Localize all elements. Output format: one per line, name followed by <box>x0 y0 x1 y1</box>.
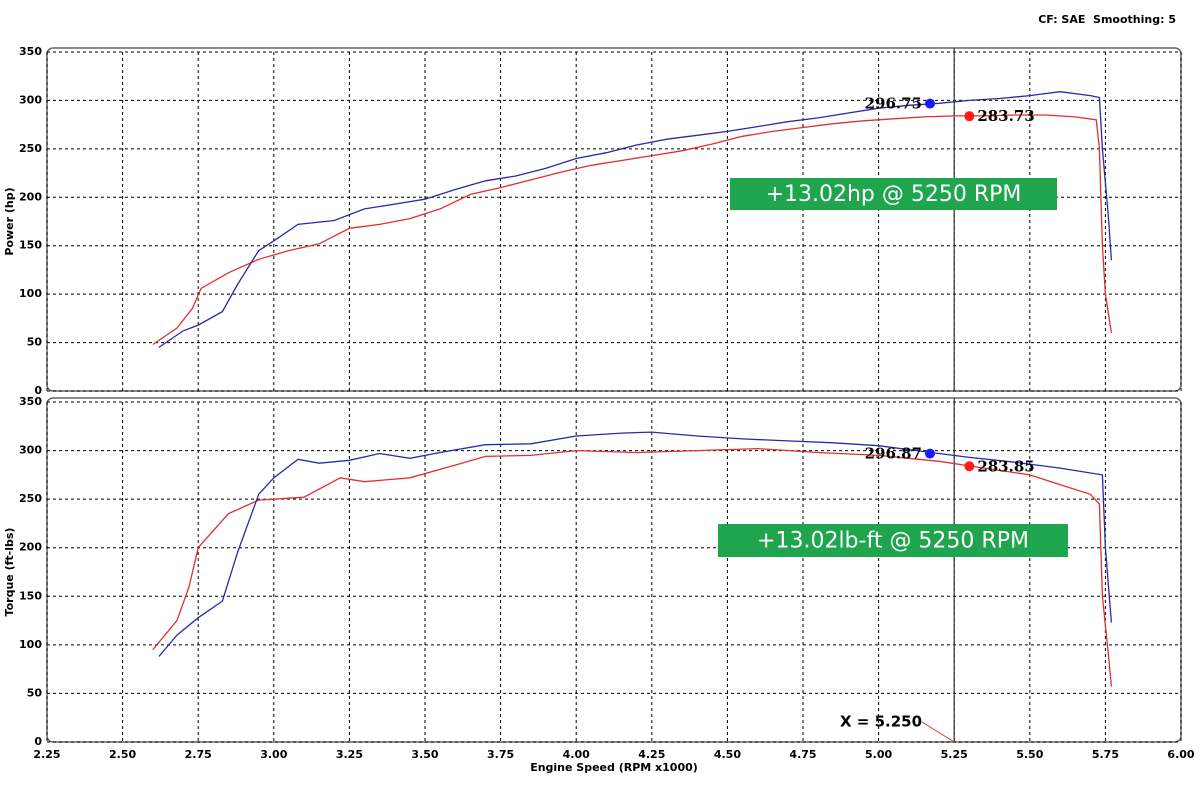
x-tick-label: 4.50 <box>714 748 741 761</box>
x-tick-label: 5.50 <box>1016 748 1043 761</box>
cursor-label: X = 5.250 <box>840 713 922 731</box>
x-tick-label: 4.00 <box>563 748 590 761</box>
y-tick-label: 250 <box>19 142 42 155</box>
power-curve <box>152 114 1113 346</box>
x-axis-title: Engine Speed (RPM x1000) <box>530 761 698 774</box>
x-tick-label: 3.50 <box>411 748 438 761</box>
marker-label: 283.73 <box>977 107 1034 125</box>
y-tick-label: 50 <box>27 336 43 349</box>
marker-label: 283.85 <box>977 457 1034 475</box>
annotation-box <box>730 178 1057 210</box>
power-curve <box>152 447 1113 687</box>
x-tick-label: 5.00 <box>865 748 892 761</box>
x-tick-label: 2.75 <box>185 748 212 761</box>
annotation: +13.02hp @ 5250 RPM <box>766 182 1022 207</box>
y-tick-label: 200 <box>19 190 42 203</box>
power-curve <box>158 431 1113 657</box>
x-tick-label: 2.25 <box>33 748 60 761</box>
y-tick-label: 350 <box>19 45 42 58</box>
y-tick-label: 350 <box>19 395 42 408</box>
marker <box>964 461 975 472</box>
y-tick-label: 100 <box>19 287 42 300</box>
cursor-pointer <box>921 721 955 743</box>
y-tick-label: 300 <box>19 444 42 457</box>
header: CF: SAE Smoothing: 5 <box>1038 13 1176 26</box>
x-tick-label: 5.75 <box>1092 748 1119 761</box>
marker <box>964 111 975 122</box>
x-tick-label: 4.75 <box>789 748 816 761</box>
marker <box>925 98 936 109</box>
plot-area <box>46 397 1182 743</box>
y-tick-label: 300 <box>19 93 42 106</box>
y-tick-label: 50 <box>27 686 43 699</box>
x-tick-label: 5.25 <box>941 748 968 761</box>
x-tick-label: 6.00 <box>1167 748 1194 761</box>
y-axis-title: Power (hp) <box>3 187 16 255</box>
y-tick-label: 0 <box>34 384 42 397</box>
y-tick-label: 150 <box>19 239 42 252</box>
marker-label: 296.87 <box>865 445 922 463</box>
y-tick-label: 0 <box>34 735 42 748</box>
plot-area <box>46 47 1182 392</box>
y-tick-label: 100 <box>19 638 42 651</box>
y-tick-label: 250 <box>19 492 42 505</box>
x-tick-label: 4.25 <box>638 748 665 761</box>
x-tick-label: 3.00 <box>260 748 287 761</box>
x-tick-label: 3.75 <box>487 748 514 761</box>
marker-label: 296.75 <box>865 95 922 113</box>
y-tick-label: 200 <box>19 541 42 554</box>
marker <box>925 448 936 459</box>
annotation: +13.02lb-ft @ 5250 RPM <box>757 529 1029 554</box>
y-axis-title: Torque (ft-lbs) <box>3 528 16 617</box>
annotation-box <box>718 524 1068 557</box>
y-tick-label: 150 <box>19 589 42 602</box>
power-curve <box>158 91 1113 348</box>
x-tick-label: 3.25 <box>336 748 363 761</box>
x-tick-label: 2.50 <box>109 748 136 761</box>
